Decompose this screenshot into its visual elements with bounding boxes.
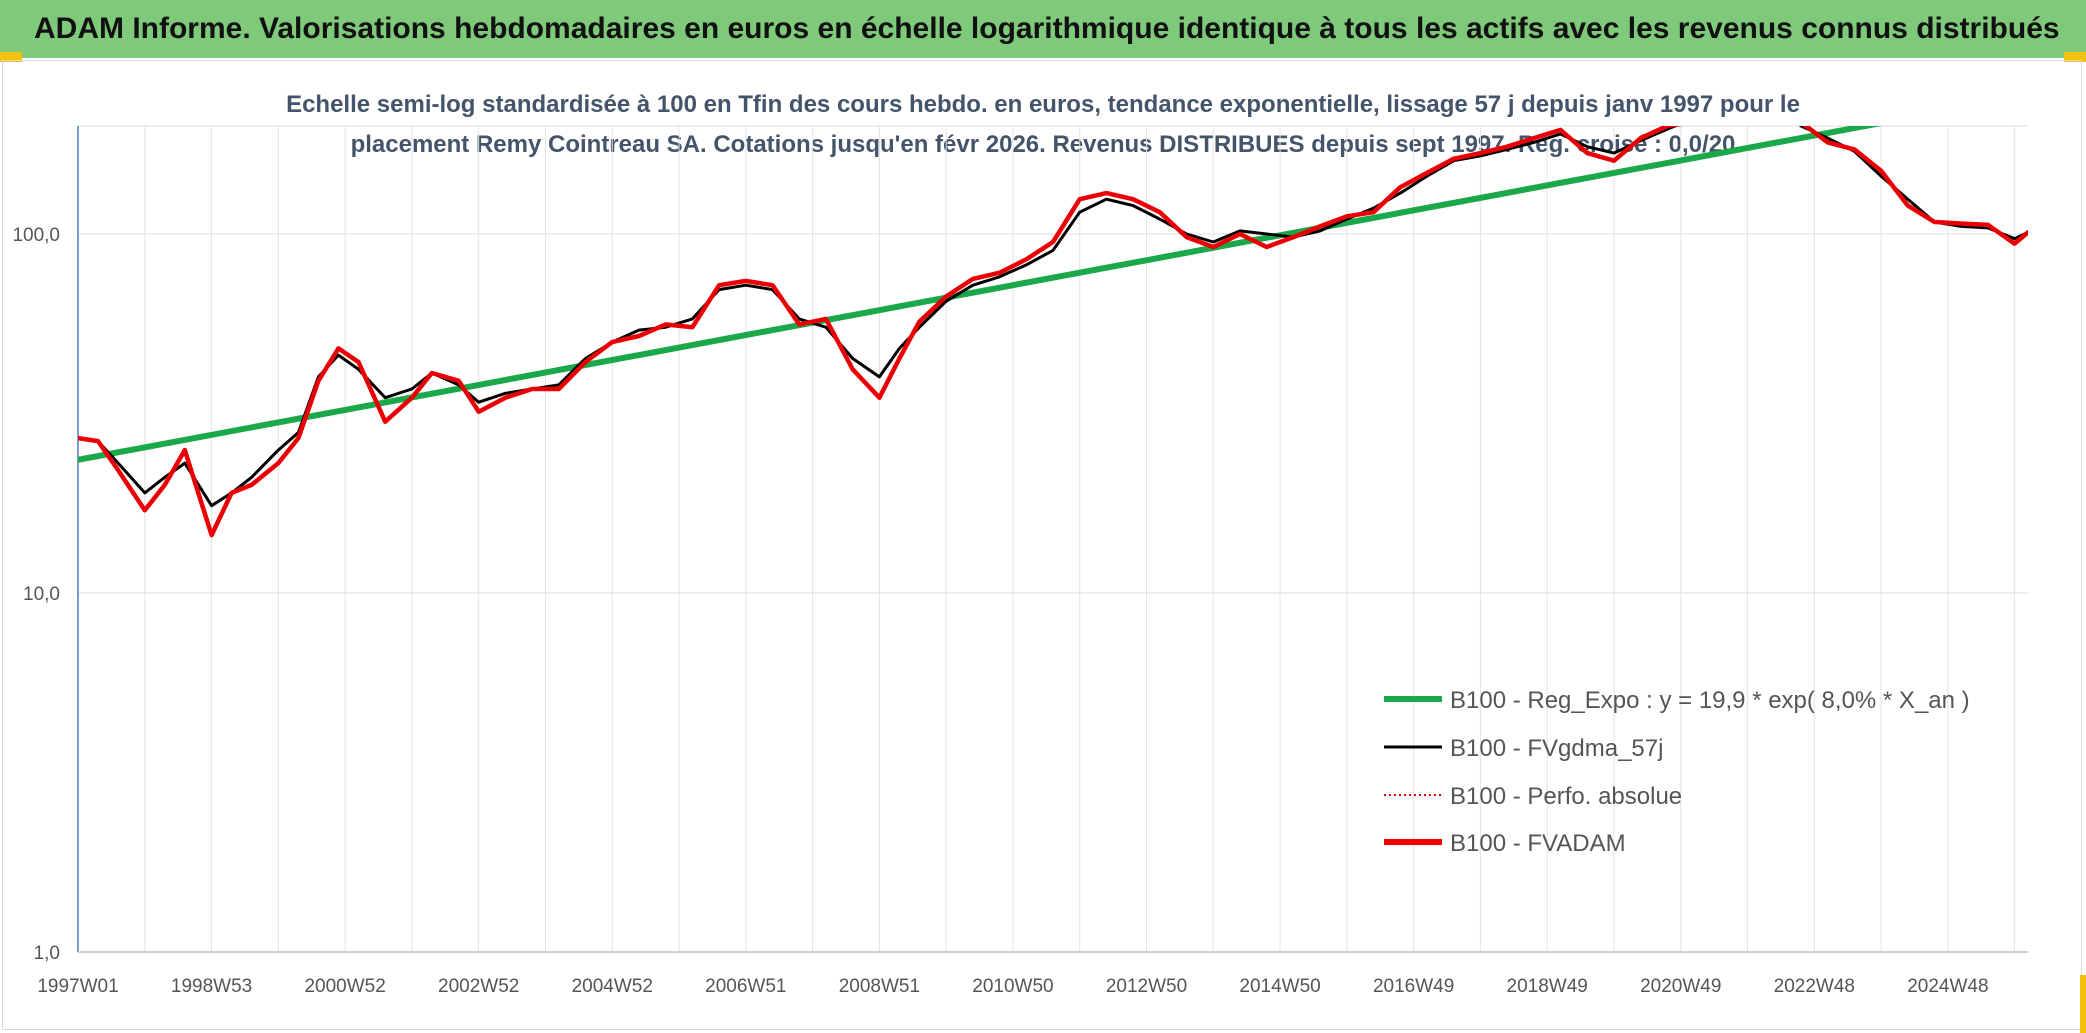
x-tick-label: 2002W52 (438, 976, 519, 997)
chart-title-line-1: Echelle semi-log standardisée à 100 en T… (286, 91, 1800, 118)
x-tick-label: 2020W49 (1640, 976, 1721, 997)
chart-title-line-2: placement Remy Cointreau SA. Cotations j… (351, 131, 1736, 158)
corner-accent-left (0, 52, 22, 62)
y-tick-label: 10,0 (23, 584, 60, 605)
x-tick-labels: 1997W01 1998W53 2000W52 2002W52 2004W52 2006W… (37, 976, 1988, 997)
edge-accent-right (2080, 975, 2086, 1033)
banner-title: ADAM Informe. Valorisations hebdomadaire… (0, 0, 2086, 58)
series-line-smooth (78, 126, 2028, 508)
chart-frame (2, 60, 2082, 1030)
chart-legend: B100 - Reg_Expo : y = 19,9 * exp( 8,0% *… (1384, 687, 1970, 857)
series-layer (78, 126, 2028, 538)
x-tick-label: 2000W52 (304, 976, 385, 997)
legend-label-perfo: B100 - Perfo. absolue (1450, 783, 1682, 810)
x-tick-label: 2022W48 (1774, 976, 1855, 997)
series-line-trend (78, 126, 1882, 463)
x-tick-label: 2016W49 (1373, 976, 1454, 997)
x-tick-label: 2004W52 (572, 976, 653, 997)
vertical-gridlines (144, 126, 2016, 952)
x-tick-label: 2014W50 (1239, 976, 1320, 997)
legend-label-smooth: B100 - FVgdma_57j (1450, 735, 1663, 762)
x-tick-label: 1998W53 (171, 976, 252, 997)
x-tick-label: 2024W48 (1907, 976, 1988, 997)
series-line-dotted (78, 126, 2028, 537)
y-tick-label: 100,0 (12, 225, 60, 246)
x-tick-label: 2010W50 (972, 976, 1053, 997)
y-tick-labels: 1,0 10,0 100,0 (12, 225, 60, 964)
x-tick-label: 1997W01 (37, 976, 118, 997)
x-tick-label: 2012W50 (1106, 976, 1187, 997)
legend-label-trend: B100 - Reg_Expo : y = 19,9 * exp( 8,0% *… (1450, 687, 1970, 714)
corner-accent-right (2064, 52, 2086, 62)
x-tick-label: 2006W51 (705, 976, 786, 997)
x-tick-label: 2018W49 (1507, 976, 1588, 997)
x-tick-label: 2008W51 (839, 976, 920, 997)
y-tick-label: 1,0 (34, 943, 60, 964)
horizontal-gridlines (78, 125, 2028, 594)
legend-label-fvadam: B100 - FVADAM (1450, 830, 1626, 857)
